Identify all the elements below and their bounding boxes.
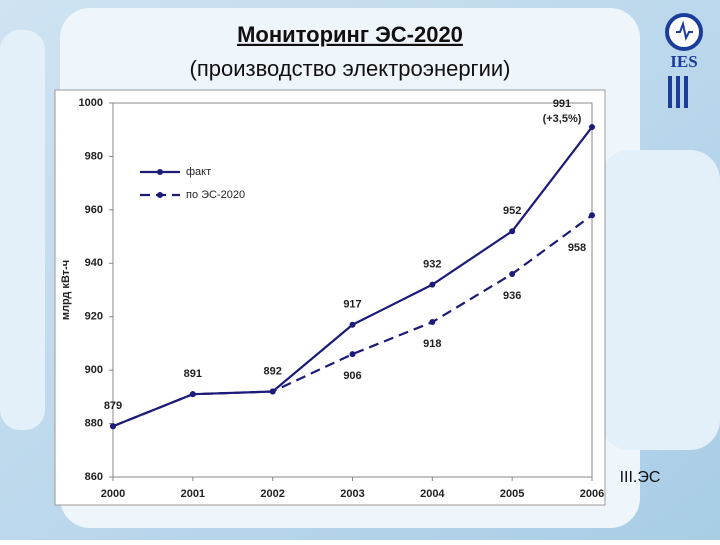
point [429,281,436,288]
data-label: 892 [263,365,281,377]
point [509,270,516,277]
data-label: 891 [184,368,202,380]
logo-bar [668,76,672,108]
point [589,212,595,219]
point [589,124,595,131]
data-label: 932 [423,259,441,271]
point [349,351,356,358]
point [189,391,196,398]
panel [600,150,720,450]
y-tick-label: 1000 [79,97,103,109]
point [429,319,436,326]
data-label: 918 [423,338,441,350]
data-label: 917 [343,299,361,311]
logo-text: IES [670,52,697,71]
legend-label: факт [186,166,211,178]
data-label: 958 [568,242,586,254]
y-tick-label: 880 [85,417,103,429]
point [110,423,116,430]
data-label: 906 [343,370,361,382]
legend-label: по ЭС-2020 [186,189,245,201]
logo-bar [676,76,680,108]
x-tick-label: 2004 [420,488,445,500]
x-tick-label: 2003 [340,488,364,500]
data-label: 936 [503,290,521,302]
y-tick-label: 980 [85,150,103,162]
annotation: (+3,5%) [543,113,582,125]
logo: IES [665,13,703,108]
x-tick-label: 2006 [580,488,604,500]
data-label: 952 [503,205,521,217]
panel [0,30,45,430]
logo-bar [684,76,688,108]
chart-frame [54,89,606,506]
y-tick-label: 860 [85,471,103,483]
y-tick-label: 940 [85,257,103,269]
point [269,388,276,395]
data-label: 991 [553,98,571,110]
point [349,321,356,328]
y-tick-label: 960 [85,204,103,216]
point [509,228,516,235]
x-tick-label: 2000 [101,488,125,500]
x-tick-label: 2002 [260,488,284,500]
x-tick-label: 2001 [181,488,205,500]
y-tick-label: 900 [85,364,103,376]
logo-wave [676,20,693,41]
legend-marker [157,169,163,175]
y-tick-label: 920 [85,311,103,323]
x-tick-label: 2005 [500,488,524,500]
y-axis-label: млрд кВт-ч [60,260,72,320]
footer: III.ЭС [620,469,661,486]
legend-marker [157,192,163,198]
data-label: 879 [104,400,122,412]
chart-title: Мониторинг ЭС-2020 [237,22,463,47]
chart-subtitle: (производство электроэнергии) [190,56,511,81]
